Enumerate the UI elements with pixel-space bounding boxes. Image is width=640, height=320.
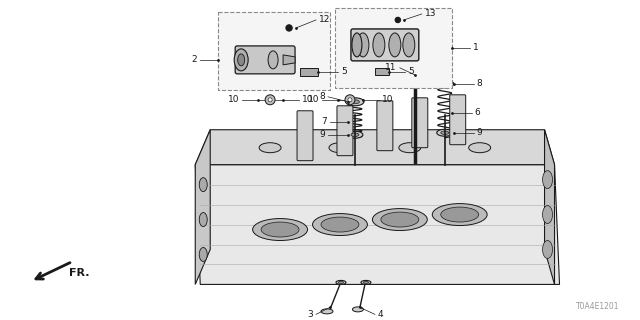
Ellipse shape xyxy=(543,241,552,259)
Bar xyxy=(335,8,452,88)
Ellipse shape xyxy=(361,280,371,284)
Ellipse shape xyxy=(381,212,419,227)
Polygon shape xyxy=(195,165,559,284)
Polygon shape xyxy=(195,130,210,284)
FancyBboxPatch shape xyxy=(408,74,422,84)
Ellipse shape xyxy=(353,307,364,312)
Text: 8: 8 xyxy=(319,92,325,101)
Text: 4: 4 xyxy=(378,310,383,319)
Ellipse shape xyxy=(352,33,362,57)
Circle shape xyxy=(282,21,296,35)
Polygon shape xyxy=(195,130,554,165)
Text: 8: 8 xyxy=(477,79,483,88)
Ellipse shape xyxy=(346,98,364,106)
FancyBboxPatch shape xyxy=(412,98,428,148)
Text: 10: 10 xyxy=(382,95,394,104)
Ellipse shape xyxy=(329,143,351,153)
Ellipse shape xyxy=(199,178,207,192)
Ellipse shape xyxy=(253,219,308,241)
Ellipse shape xyxy=(351,133,359,136)
Text: 3: 3 xyxy=(307,310,313,319)
Ellipse shape xyxy=(199,247,207,261)
Text: 10: 10 xyxy=(307,95,319,104)
Ellipse shape xyxy=(199,212,207,227)
Ellipse shape xyxy=(321,309,333,314)
Text: 5: 5 xyxy=(408,67,413,76)
Text: 6: 6 xyxy=(475,108,481,117)
Circle shape xyxy=(265,95,275,105)
Ellipse shape xyxy=(441,131,449,134)
Ellipse shape xyxy=(234,49,248,71)
Ellipse shape xyxy=(399,143,420,153)
Ellipse shape xyxy=(268,51,278,69)
Text: 5: 5 xyxy=(341,67,347,76)
Text: 2: 2 xyxy=(191,55,197,64)
Text: 10: 10 xyxy=(302,95,314,104)
Ellipse shape xyxy=(436,129,452,136)
Ellipse shape xyxy=(321,217,359,232)
Text: 13: 13 xyxy=(425,10,436,19)
Ellipse shape xyxy=(403,33,415,57)
FancyBboxPatch shape xyxy=(235,46,295,74)
Bar xyxy=(300,68,318,76)
FancyBboxPatch shape xyxy=(351,29,419,61)
Bar xyxy=(218,12,330,90)
Ellipse shape xyxy=(312,213,367,236)
Ellipse shape xyxy=(347,131,363,138)
Ellipse shape xyxy=(436,80,454,88)
Circle shape xyxy=(348,98,352,102)
Ellipse shape xyxy=(373,33,385,57)
FancyBboxPatch shape xyxy=(377,101,393,151)
Text: 1: 1 xyxy=(473,44,479,52)
Ellipse shape xyxy=(440,82,449,86)
Ellipse shape xyxy=(261,222,299,237)
Circle shape xyxy=(345,95,355,105)
Text: 10: 10 xyxy=(228,95,239,104)
Text: 11: 11 xyxy=(385,63,397,72)
Text: 12: 12 xyxy=(319,15,330,24)
Circle shape xyxy=(392,14,404,26)
FancyBboxPatch shape xyxy=(337,106,353,156)
Polygon shape xyxy=(283,55,295,65)
Ellipse shape xyxy=(543,205,552,224)
Text: FR.: FR. xyxy=(68,268,89,278)
Text: 9: 9 xyxy=(477,128,483,137)
Circle shape xyxy=(286,25,292,31)
Polygon shape xyxy=(545,130,554,284)
Ellipse shape xyxy=(372,209,428,230)
Ellipse shape xyxy=(339,281,344,284)
Ellipse shape xyxy=(441,207,479,222)
Circle shape xyxy=(268,98,272,102)
Ellipse shape xyxy=(389,33,401,57)
FancyBboxPatch shape xyxy=(297,111,313,161)
Ellipse shape xyxy=(351,100,360,104)
Ellipse shape xyxy=(357,33,369,57)
Ellipse shape xyxy=(364,281,369,284)
Ellipse shape xyxy=(432,204,487,226)
Ellipse shape xyxy=(336,280,346,284)
Ellipse shape xyxy=(237,54,244,66)
Text: 7: 7 xyxy=(321,117,327,126)
Ellipse shape xyxy=(543,171,552,188)
Text: T0A4E1201: T0A4E1201 xyxy=(576,302,620,311)
Circle shape xyxy=(395,17,401,23)
Ellipse shape xyxy=(468,143,491,153)
Bar xyxy=(375,68,389,75)
FancyBboxPatch shape xyxy=(450,95,466,145)
Text: 9: 9 xyxy=(319,130,325,139)
Ellipse shape xyxy=(259,143,281,153)
